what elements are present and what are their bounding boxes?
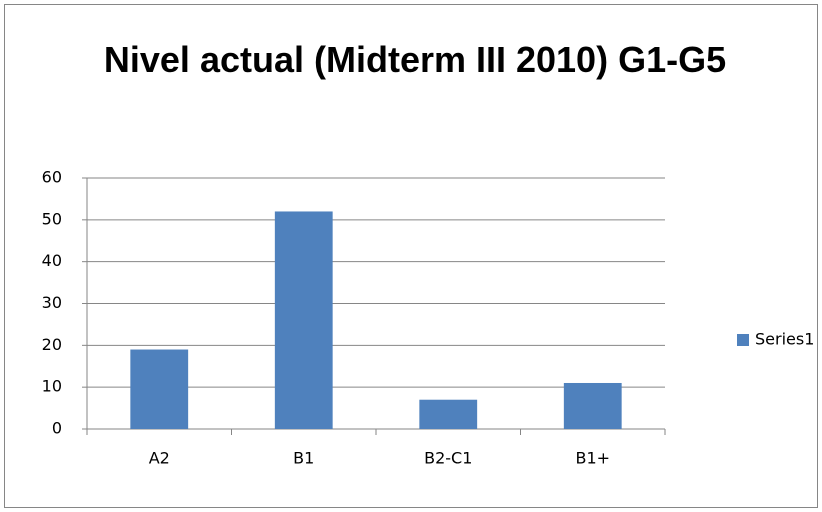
y-tick-label: 50 bbox=[42, 209, 62, 228]
y-tick-label: 0 bbox=[52, 419, 62, 438]
x-tick-label: B1+ bbox=[575, 449, 610, 468]
bar bbox=[274, 211, 333, 429]
y-tick-label: 60 bbox=[42, 168, 62, 187]
y-tick-label: 10 bbox=[42, 377, 62, 396]
y-tick-label: 40 bbox=[42, 251, 62, 270]
bar bbox=[563, 382, 622, 429]
x-tick-label: B2-C1 bbox=[424, 449, 472, 468]
legend-label: Series1 bbox=[755, 330, 814, 349]
x-tick-label: A2 bbox=[149, 449, 170, 468]
bar bbox=[419, 399, 478, 429]
chart-title: Nivel actual (Midterm III 2010) G1-G5 bbox=[103, 39, 727, 80]
legend-swatch bbox=[737, 334, 749, 346]
y-tick-label: 20 bbox=[42, 335, 62, 354]
x-tick-label: B1 bbox=[293, 449, 314, 468]
y-tick-label: 30 bbox=[42, 293, 62, 312]
bar bbox=[130, 349, 189, 429]
